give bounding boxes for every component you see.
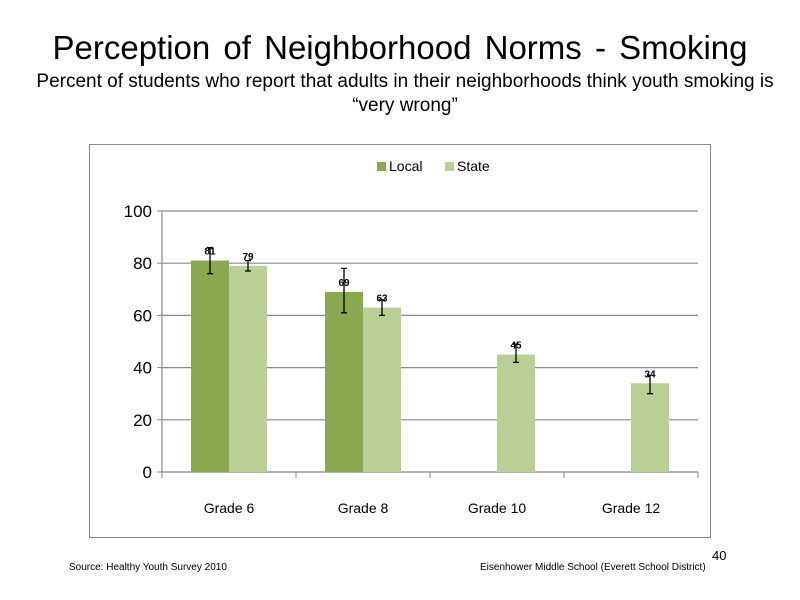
- y-tick-label: 0: [143, 463, 152, 482]
- bar-state: [363, 307, 401, 472]
- slide-subtitle: Percent of students who report that adul…: [36, 71, 774, 116]
- y-tick-label: 100: [124, 202, 152, 221]
- data-label: 34: [644, 369, 656, 380]
- y-tick-label: 40: [133, 359, 152, 378]
- y-tick-label: 20: [133, 411, 152, 430]
- chart-frame: 0 20 40 60 80 100 Grade 6 Grade 8 Grade 10 Grade …: [89, 144, 711, 538]
- x-category-label: Grade 10: [468, 500, 527, 516]
- legend-label-state: State: [457, 158, 490, 174]
- legend-swatch-local: [377, 162, 386, 171]
- data-label: 63: [376, 294, 388, 305]
- y-tick-label: 60: [133, 306, 152, 325]
- data-label: 81: [204, 247, 216, 258]
- data-label: 69: [338, 278, 350, 289]
- x-category-label: Grade 12: [602, 500, 661, 516]
- slide-title: Perception of Neighborhood Norms - Smoki…: [52, 29, 748, 66]
- page-number: 40: [712, 548, 727, 563]
- bar-state: [497, 354, 535, 472]
- data-label: 45: [510, 341, 522, 352]
- bar-state: [229, 265, 267, 472]
- x-category-label: Grade 8: [338, 500, 389, 516]
- school-name: Eisenhower Middle School (Everett School…: [480, 562, 706, 573]
- x-category-label: Grade 6: [204, 500, 255, 516]
- y-tick-label: 80: [133, 254, 152, 273]
- data-label: 79: [242, 252, 254, 263]
- legend-swatch-state: [445, 162, 454, 171]
- source-note: Source: Healthy Youth Survey 2010: [69, 562, 227, 573]
- legend-label-local: Local: [389, 158, 422, 174]
- bar-state: [631, 383, 669, 472]
- bar-local: [191, 260, 229, 472]
- bar-chart: 0 20 40 60 80 100 Grade 6 Grade 8 Grade 10 Grade …: [124, 158, 699, 516]
- bar-local: [325, 291, 363, 472]
